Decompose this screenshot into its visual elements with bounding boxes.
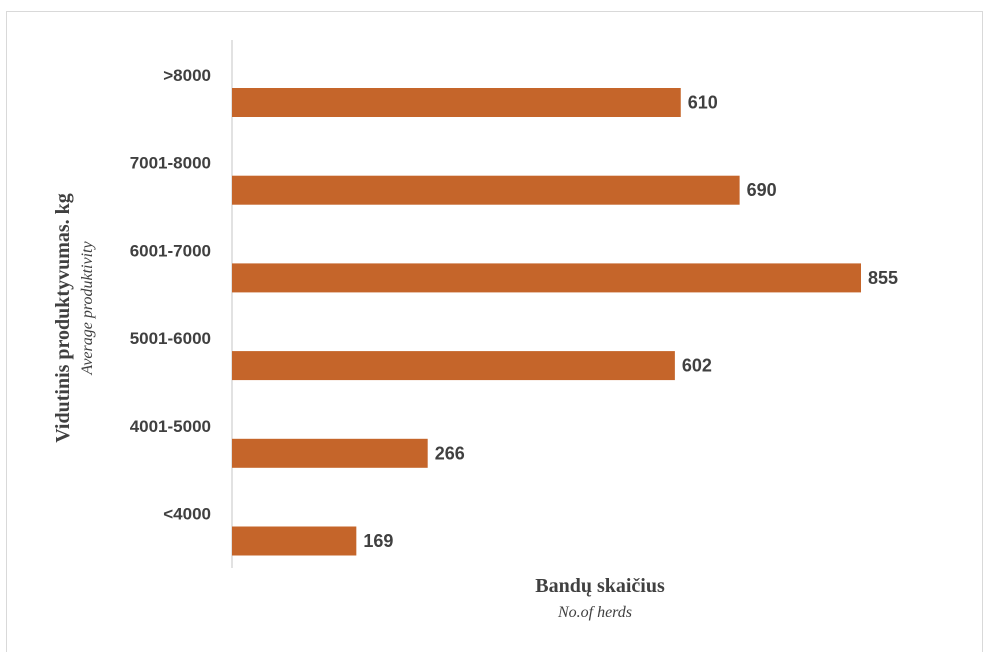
bar-0 (232, 88, 681, 117)
value-label-4: 266 (435, 443, 465, 463)
bar-4 (232, 438, 428, 468)
value-label-5: 169 (363, 531, 393, 551)
value-label-3: 602 (682, 356, 712, 376)
x-axis-subtitle: No.of herds (557, 604, 632, 621)
bar-5 (232, 526, 357, 556)
y-axis-title: Vidutinis produktyvumas. kg (52, 193, 74, 443)
chart-frame (6, 11, 983, 652)
bar-3 (232, 351, 675, 381)
value-label-1: 690 (747, 180, 777, 200)
category-label-1: 7001-8000 (130, 154, 211, 173)
category-label-2: 6001-7000 (130, 241, 211, 260)
x-axis-title: Bandų skaičius (535, 575, 665, 597)
category-label-4: 4001-5000 (130, 417, 211, 436)
category-labels-group: >8000 7001-8000 6001-7000 5001-6000 4001-500… (130, 66, 211, 524)
value-label-0: 610 (688, 93, 718, 113)
value-label-2: 855 (868, 268, 898, 288)
bars-group (232, 88, 861, 556)
bar-2 (232, 263, 861, 293)
bar-1 (232, 175, 740, 205)
y-axis-subtitle: Average produktivity (79, 241, 96, 376)
category-label-5: <4000 (163, 505, 211, 524)
category-label-0: >8000 (163, 66, 211, 85)
value-labels-group: 610 690 855 602 266 169 (363, 93, 898, 552)
category-label-3: 5001-6000 (130, 329, 211, 348)
